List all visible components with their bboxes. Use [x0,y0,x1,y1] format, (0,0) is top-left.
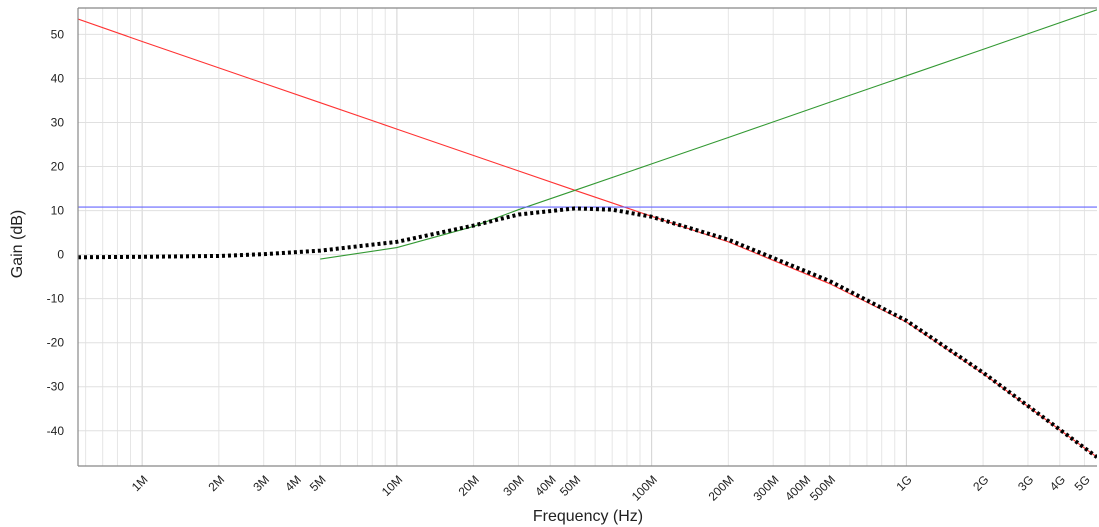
y-tick-label: -30 [47,380,65,394]
y-tick-label: -10 [47,292,65,306]
x-tick-label: 5M [307,472,329,494]
y-tick-label: 40 [51,71,65,85]
x-tick-label: 100M [629,472,660,503]
x-tick-label: 200M [706,472,737,503]
x-tick-label: 40M [532,472,558,498]
series-line-4 [78,206,1097,459]
tick-labels: 50 40 30 20 10 0 -10 -20 -30 -40 1M 2M 3M 4M 5M 10M 20M 3… [47,27,1093,503]
x-tick-label: 20M [456,472,482,498]
y-tick-label: -20 [47,336,65,350]
x-tick-label: 500M [807,472,838,503]
x-tick-label: 1M [129,472,151,494]
x-tick-label: 30M [500,472,526,498]
y-tick-label: 20 [51,160,65,174]
x-tick-label: 5G [1072,472,1093,493]
y-tick-label: -40 [47,424,65,438]
y-tick-label: 50 [51,27,65,41]
series-line-1 [78,18,1097,458]
x-tick-label: 50M [557,472,583,498]
x-tick-label: 3M [250,472,272,494]
x-tick-label: 400M [782,472,813,503]
x-tick-label: 10M [379,472,405,498]
x-axis-title: Frequency (Hz) [533,508,643,525]
y-tick-label: 30 [51,116,65,130]
x-tick-label: 4M [282,472,304,494]
x-tick-label: 1G [894,472,915,493]
grid [78,8,1097,466]
x-tick-label: 4G [1047,472,1068,493]
series-line-2 [320,9,1097,260]
x-tick-label: 3G [1015,472,1036,493]
plot-frame [77,7,1097,467]
x-tick-label: 2M [206,472,228,494]
y-tick-label: 10 [51,204,65,218]
y-axis-title: Gain (dB) [9,210,26,278]
series-layer [78,9,1097,459]
x-tick-label: 2G [970,472,991,493]
y-tick-label: 0 [57,248,64,262]
x-tick-label: 300M [750,472,781,503]
